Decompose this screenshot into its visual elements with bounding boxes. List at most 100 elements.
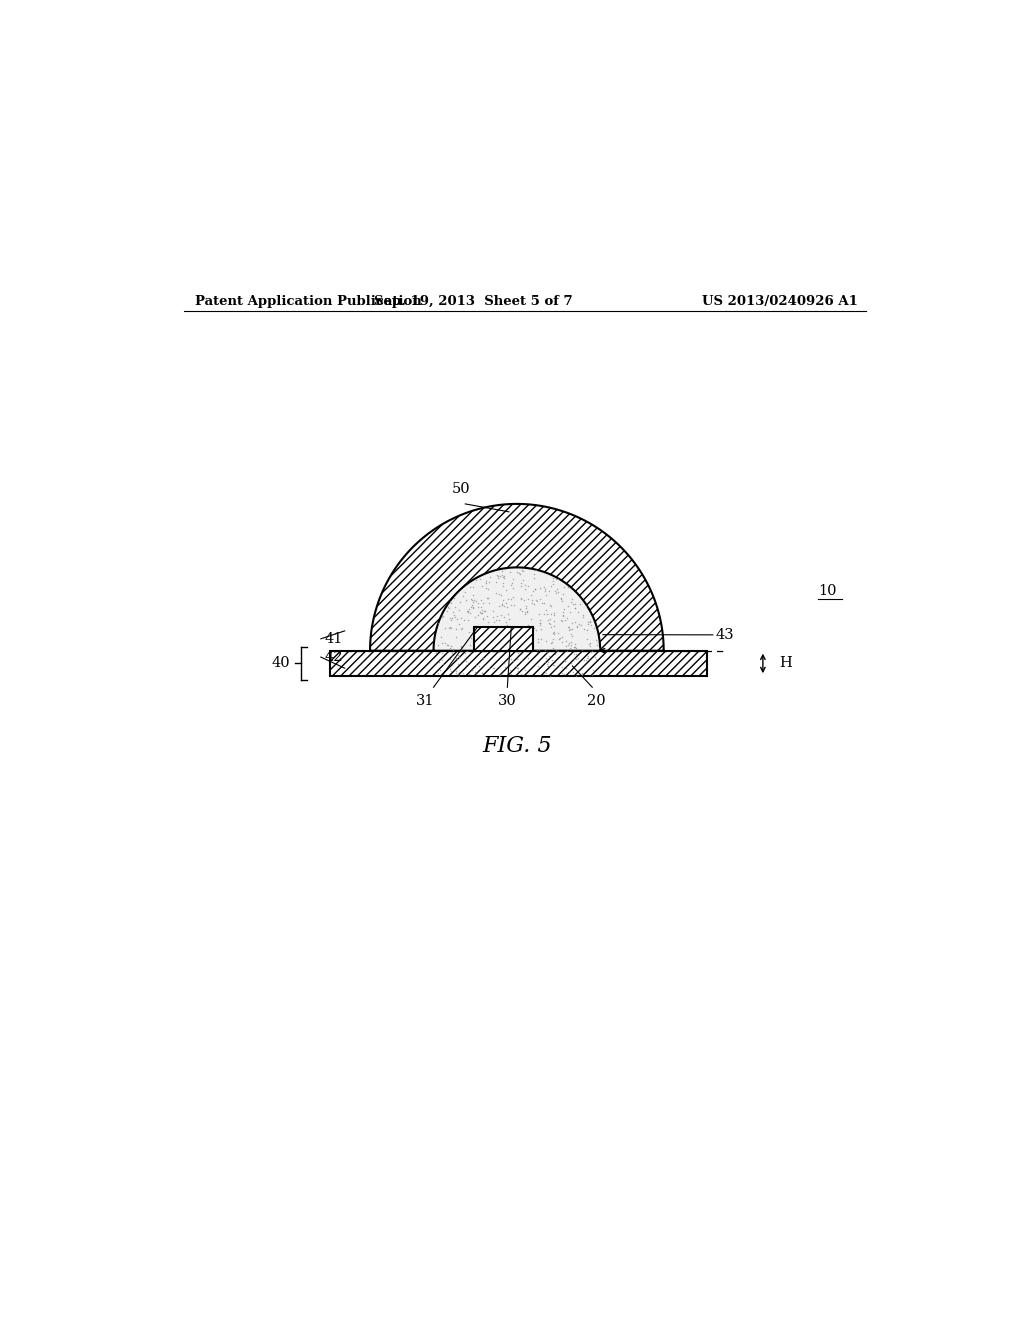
Point bbox=[565, 640, 582, 661]
Point bbox=[542, 609, 558, 630]
Point bbox=[568, 638, 585, 659]
Point bbox=[532, 612, 549, 634]
Point bbox=[553, 610, 569, 631]
Point bbox=[479, 606, 496, 627]
Point bbox=[480, 587, 497, 609]
Point bbox=[520, 587, 537, 609]
Point bbox=[517, 616, 534, 638]
Point bbox=[497, 615, 513, 636]
Point bbox=[428, 643, 444, 664]
Point bbox=[506, 594, 522, 615]
Point bbox=[523, 623, 540, 644]
Point bbox=[488, 572, 505, 593]
Point bbox=[433, 632, 450, 653]
Point bbox=[501, 643, 517, 664]
Point bbox=[564, 612, 581, 634]
Point bbox=[469, 597, 485, 618]
Point bbox=[434, 649, 451, 671]
Point bbox=[467, 590, 483, 611]
Point bbox=[508, 655, 524, 676]
Point bbox=[446, 606, 463, 627]
Point bbox=[464, 594, 480, 615]
Point bbox=[546, 653, 562, 675]
Point bbox=[494, 605, 510, 626]
Point bbox=[444, 639, 461, 660]
Text: 30: 30 bbox=[498, 693, 517, 708]
Point bbox=[524, 640, 541, 661]
Point bbox=[504, 573, 520, 594]
Point bbox=[550, 568, 566, 589]
Point bbox=[496, 595, 512, 616]
Point bbox=[541, 652, 557, 673]
Point bbox=[494, 565, 510, 586]
Point bbox=[581, 647, 597, 668]
Point bbox=[589, 635, 605, 656]
Point bbox=[492, 642, 508, 663]
Point bbox=[531, 639, 548, 660]
Point bbox=[500, 640, 516, 661]
Point bbox=[584, 615, 600, 636]
Point bbox=[569, 648, 586, 669]
Point bbox=[505, 630, 521, 651]
Point bbox=[518, 624, 535, 645]
Point bbox=[545, 638, 561, 659]
Point bbox=[550, 640, 566, 661]
Point bbox=[492, 566, 508, 587]
Point bbox=[566, 636, 583, 657]
Point bbox=[440, 655, 457, 676]
Point bbox=[588, 648, 604, 669]
Point bbox=[537, 661, 553, 682]
Point bbox=[582, 611, 598, 632]
Point bbox=[484, 601, 501, 622]
Point bbox=[493, 663, 509, 684]
Point bbox=[443, 609, 460, 630]
Point bbox=[495, 573, 511, 594]
Point bbox=[436, 618, 453, 639]
Point bbox=[477, 638, 494, 659]
Point bbox=[444, 645, 461, 667]
Bar bbox=[474, 627, 534, 651]
Point bbox=[582, 632, 598, 653]
Point bbox=[505, 569, 521, 590]
Point bbox=[525, 618, 542, 639]
Point bbox=[530, 655, 547, 676]
Point bbox=[457, 582, 473, 603]
Point bbox=[467, 616, 483, 638]
Point bbox=[460, 601, 476, 622]
Polygon shape bbox=[433, 568, 600, 651]
Point bbox=[499, 615, 515, 636]
Point bbox=[573, 663, 590, 684]
Point bbox=[537, 581, 553, 602]
Point bbox=[517, 578, 534, 599]
Point bbox=[566, 648, 583, 669]
Point bbox=[578, 595, 594, 616]
Point bbox=[517, 601, 534, 622]
Point bbox=[503, 648, 519, 669]
Point bbox=[494, 618, 510, 639]
Point bbox=[517, 574, 534, 595]
Point bbox=[557, 610, 573, 631]
Point bbox=[527, 578, 544, 599]
Point bbox=[460, 602, 476, 623]
Point bbox=[489, 565, 506, 586]
Point bbox=[563, 626, 580, 647]
Point bbox=[481, 572, 498, 593]
Point bbox=[500, 603, 516, 624]
Point bbox=[537, 639, 553, 660]
Point bbox=[469, 605, 485, 626]
Point bbox=[551, 628, 567, 649]
Point bbox=[441, 618, 458, 639]
Point bbox=[476, 601, 493, 622]
Point bbox=[452, 640, 468, 661]
Point bbox=[456, 648, 472, 669]
Point bbox=[544, 631, 560, 652]
Point bbox=[468, 663, 484, 684]
Point bbox=[445, 605, 462, 626]
Point bbox=[548, 583, 564, 605]
Point bbox=[494, 634, 510, 655]
Point bbox=[579, 647, 595, 668]
Point bbox=[494, 594, 510, 615]
Point bbox=[559, 607, 575, 628]
Point bbox=[439, 635, 456, 656]
Point bbox=[524, 593, 541, 614]
